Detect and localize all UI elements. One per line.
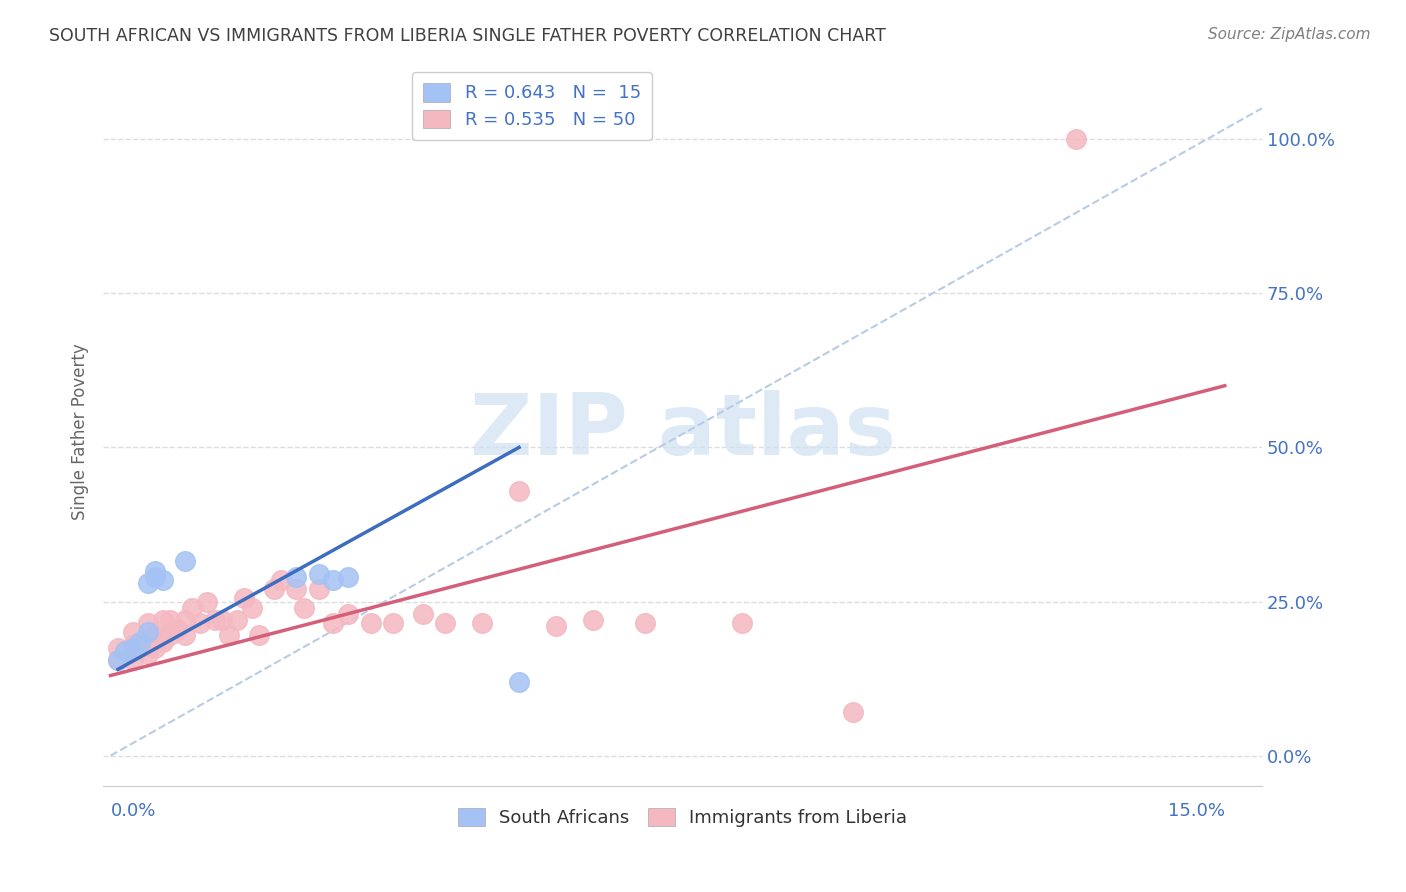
Point [121, 638, 143, 652]
Point [136, 647, 159, 661]
Point [322, 616, 344, 631]
Text: SOUTH AFRICAN VS IMMIGRANTS FROM LIBERIA SINGLE FATHER POVERTY CORRELATION CHART: SOUTH AFRICAN VS IMMIGRANTS FROM LIBERIA… [49, 27, 886, 45]
Point [285, 570, 308, 584]
Point [433, 616, 456, 631]
Point [270, 573, 292, 587]
Point [263, 582, 285, 597]
Point [204, 613, 226, 627]
Point [337, 570, 360, 584]
Legend: South Africans, Immigrants from Liberia: South Africans, Immigrants from Liberia [450, 800, 914, 834]
Point [225, 613, 247, 627]
Point [240, 600, 263, 615]
Point [152, 573, 174, 587]
Point [152, 632, 174, 646]
Point [1064, 132, 1087, 146]
Point [136, 616, 159, 631]
Point [173, 613, 195, 627]
Point [121, 625, 143, 640]
Point [143, 564, 166, 578]
Point [381, 616, 404, 631]
Point [143, 628, 166, 642]
Point [107, 653, 129, 667]
Point [634, 616, 657, 631]
Point [152, 613, 174, 627]
Point [218, 628, 240, 642]
Point [188, 616, 211, 631]
Point [152, 634, 174, 648]
Point [471, 616, 494, 631]
Point [211, 613, 233, 627]
Point [247, 628, 270, 642]
Point [143, 570, 166, 584]
Point [195, 594, 218, 608]
Point [412, 607, 434, 621]
Point [129, 640, 152, 655]
Point [159, 613, 181, 627]
Point [129, 634, 152, 648]
Point [731, 616, 754, 631]
Point [546, 619, 568, 633]
Point [136, 625, 159, 640]
Point [114, 644, 136, 658]
Point [173, 628, 195, 642]
Point [360, 616, 382, 631]
Text: 0.0%: 0.0% [111, 802, 156, 820]
Point [143, 640, 166, 655]
Point [173, 554, 195, 568]
Point [107, 653, 129, 667]
Point [136, 576, 159, 591]
Point [181, 600, 204, 615]
Point [233, 591, 256, 606]
Point [136, 638, 159, 652]
Point [337, 607, 360, 621]
Text: 15.0%: 15.0% [1168, 802, 1225, 820]
Point [308, 582, 330, 597]
Point [508, 483, 530, 498]
Point [107, 640, 129, 655]
Point [842, 706, 865, 720]
Point [114, 644, 136, 658]
Point [121, 640, 143, 655]
Point [159, 628, 181, 642]
Text: ZIP atlas: ZIP atlas [470, 391, 896, 474]
Point [129, 634, 152, 648]
Point [582, 613, 605, 627]
Point [308, 566, 330, 581]
Point [285, 582, 308, 597]
Point [121, 653, 143, 667]
Y-axis label: Single Father Poverty: Single Father Poverty [72, 343, 89, 520]
Point [508, 674, 530, 689]
Point [166, 622, 188, 636]
Point [322, 573, 344, 587]
Text: Source: ZipAtlas.com: Source: ZipAtlas.com [1208, 27, 1371, 42]
Point [292, 600, 315, 615]
